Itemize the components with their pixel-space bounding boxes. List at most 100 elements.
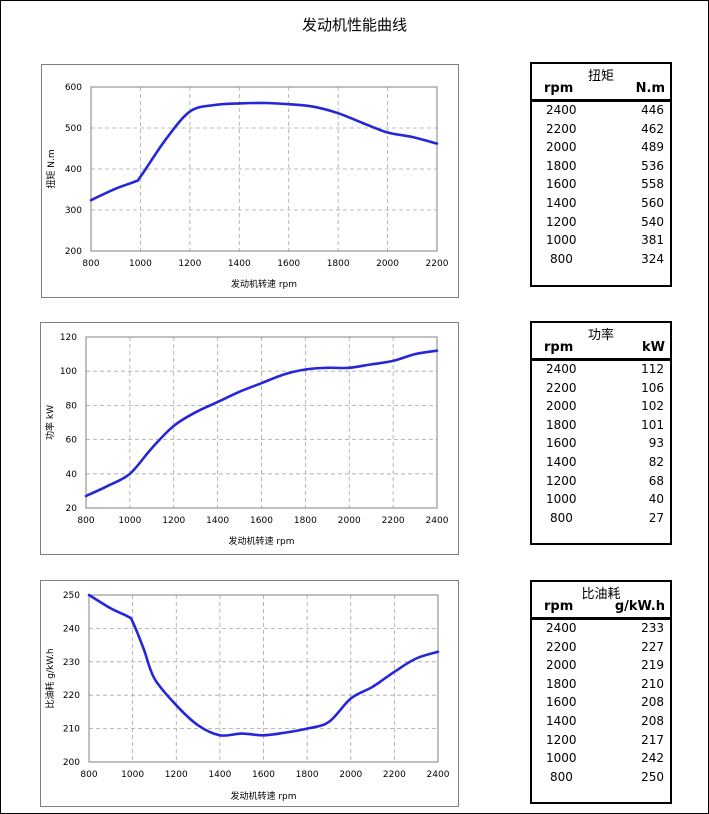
table-header-unit: N.m	[635, 81, 665, 96]
x-tick-label: 2000	[339, 770, 362, 780]
rpm-cell: 1000	[546, 751, 577, 766]
x-tick-label: 1000	[129, 259, 152, 269]
table-row: 1600 208	[532, 695, 670, 713]
x-tick-label: 2200	[382, 516, 405, 526]
value-cell: 68	[648, 473, 664, 488]
x-tick-label: 800	[82, 259, 99, 269]
rpm-cell: 1600	[546, 177, 577, 192]
rpm-cell: 800	[550, 510, 573, 525]
rpm-cell: 1600	[546, 436, 577, 451]
y-tick-label: 240	[63, 624, 80, 634]
y-axis-label: 比油耗 g/kW.h	[44, 648, 56, 708]
table-row: 1600 93	[532, 436, 670, 454]
value-cell: 208	[641, 695, 664, 710]
x-tick-label: 1600	[252, 770, 275, 780]
torque-chart: 800 1000 1200 1400 1600 1800 2000 2200 200 300 400…	[45, 83, 449, 290]
rpm-cell: 1800	[546, 417, 577, 432]
x-tick-label: 2000	[376, 259, 399, 269]
x-tick-label: 800	[80, 770, 97, 780]
table-row: 800 250	[532, 770, 670, 788]
table-title: 扭矩	[587, 69, 614, 84]
y-tick-label: 20	[66, 504, 78, 514]
rpm-cell: 2200	[546, 639, 577, 654]
rpm-cell: 2400	[546, 362, 577, 376]
x-tick-label: 800	[77, 516, 94, 526]
rpm-cell: 2000	[546, 140, 577, 155]
table-row: 1000 40	[532, 492, 670, 510]
value-cell: 106	[641, 380, 664, 395]
y-tick-label: 600	[65, 83, 82, 93]
y-axis-label: 功率 kW	[44, 405, 56, 440]
x-tick-label: 1600	[250, 516, 273, 526]
plot-area	[88, 594, 439, 763]
table-row: 1200 68	[532, 474, 670, 492]
table-row: 2200 462	[532, 122, 670, 140]
table-header-unit: g/kW.h	[614, 599, 665, 614]
table-row: 1600 558	[532, 177, 670, 195]
x-tick-label: 1200	[162, 516, 185, 526]
y-tick-label: 400	[65, 165, 82, 175]
x-tick-label: 1200	[178, 259, 201, 269]
value-cell: 112	[641, 362, 664, 376]
series-line	[89, 101, 439, 202]
value-cell: 93	[648, 436, 664, 451]
x-tick-label: 2400	[427, 770, 450, 780]
table-row: 1400 560	[532, 196, 670, 214]
table-row: 1200 217	[532, 733, 670, 751]
rpm-cell: 800	[550, 769, 573, 784]
table-row: 2400 233	[532, 621, 670, 639]
rpm-cell: 2000	[546, 658, 577, 673]
x-tick-label: 1400	[228, 259, 251, 269]
y-tick-label: 40	[66, 470, 78, 480]
plot-area	[90, 86, 438, 252]
table-header-rpm: rpm	[544, 81, 574, 96]
y-tick-label: 200	[63, 758, 80, 768]
value-cell: 219	[641, 658, 664, 673]
y-tick-label: 80	[66, 401, 78, 411]
value-cell: 462	[641, 121, 664, 136]
x-tick-label: 1000	[121, 770, 144, 780]
fuel-consumption-chart: 800 1000 1200 1400 1600 1800 2000 2200 2400 200 21…	[44, 591, 450, 802]
y-tick-label: 220	[63, 691, 80, 701]
table-header-rpm: rpm	[544, 599, 574, 614]
x-tick-label: 1200	[165, 770, 188, 780]
value-cell: 489	[641, 140, 664, 155]
table-row: 1000 242	[532, 751, 670, 769]
value-cell: 250	[641, 769, 664, 784]
table-row: 2400 112	[532, 362, 670, 380]
x-axis-label: 发动机转速 rpm	[231, 278, 297, 290]
x-axis-label: 发动机转速 rpm	[230, 790, 296, 802]
power-table: 功率 rpm kW 2400 112 2200 106 2000 102 1800 101 16…	[530, 321, 672, 545]
rpm-cell: 1000	[546, 492, 577, 507]
table-header-unit: kW	[642, 340, 665, 355]
value-cell: 101	[641, 417, 664, 432]
y-tick-label: 100	[60, 367, 77, 377]
rpm-cell: 800	[550, 251, 573, 266]
value-cell: 324	[641, 251, 664, 266]
torque-chart-panel: 800 1000 1200 1400 1600 1800 2000 2200 200 300 400…	[41, 64, 459, 298]
series-line	[87, 593, 440, 737]
rpm-cell: 1000	[546, 233, 577, 248]
value-cell: 217	[641, 732, 664, 747]
table-row: 1800 210	[532, 677, 670, 695]
table-row: 800 27	[532, 511, 670, 529]
table-row: 2400 446	[532, 103, 670, 121]
table-row: 800 324	[532, 252, 670, 270]
value-cell: 558	[641, 177, 664, 192]
table-row: 2000 102	[532, 399, 670, 417]
value-cell: 446	[641, 103, 664, 117]
rpm-cell: 2000	[546, 399, 577, 414]
rpm-cell: 1800	[546, 158, 577, 173]
table-header-rule	[532, 358, 670, 361]
value-cell: 233	[641, 621, 664, 635]
value-cell: 210	[641, 676, 664, 691]
table-row: 1400 208	[532, 714, 670, 732]
value-cell: 82	[648, 455, 664, 469]
value-cell: 27	[648, 510, 664, 525]
table-row: 2000 219	[532, 658, 670, 676]
rpm-cell: 1400	[546, 196, 577, 210]
x-axis-label: 发动机转速 rpm	[228, 535, 294, 547]
table-row: 1400 82	[532, 455, 670, 473]
value-cell: 242	[641, 751, 664, 766]
rpm-cell: 1200	[546, 473, 577, 488]
